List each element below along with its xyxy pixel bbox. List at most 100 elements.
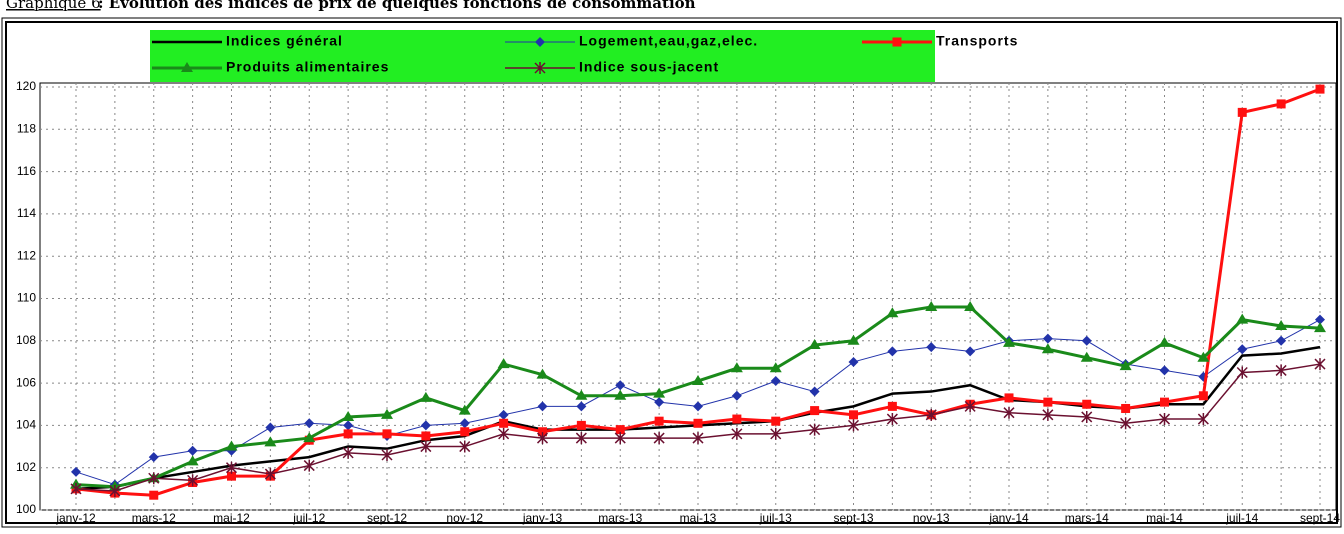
y-tick-label: 112 <box>17 248 36 262</box>
point <box>225 440 238 451</box>
y-tick-label: 100 <box>16 502 36 516</box>
point <box>770 375 781 386</box>
point <box>148 452 159 463</box>
point <box>342 446 354 459</box>
point <box>1197 351 1210 362</box>
point <box>1119 360 1132 371</box>
legend-label: Transports <box>936 33 1018 49</box>
point <box>1276 99 1286 109</box>
point <box>303 432 316 443</box>
point <box>149 490 159 500</box>
point <box>810 406 820 416</box>
point <box>731 427 743 440</box>
legend-label: Indices général <box>226 33 343 49</box>
x-tick-label: nov-12 <box>446 511 483 525</box>
point <box>459 418 470 429</box>
point <box>225 461 238 474</box>
point <box>498 409 509 420</box>
x-tick-label: janv-13 <box>522 511 563 525</box>
point <box>847 334 860 345</box>
point <box>575 389 588 400</box>
legend-marker <box>534 62 546 74</box>
x-tick-label: mai-13 <box>680 511 717 525</box>
x-tick-label: mars-12 <box>132 511 176 525</box>
point <box>1276 335 1287 346</box>
point <box>770 427 782 440</box>
chart-title: : Evolution des indices de prix de quelq… <box>98 0 696 12</box>
point <box>1158 336 1171 347</box>
point <box>1236 313 1249 324</box>
frame-outer <box>1 17 1342 528</box>
x-tick-label: juil-12 <box>292 511 325 525</box>
point <box>731 390 742 401</box>
y-tick-label: 116 <box>17 164 36 178</box>
x-tick-label: janv-12 <box>55 511 96 525</box>
point <box>809 423 821 436</box>
point <box>70 482 82 495</box>
y-tick-label: 120 <box>16 79 36 93</box>
point <box>498 427 510 440</box>
point <box>1042 333 1053 344</box>
point <box>769 362 782 373</box>
point <box>382 429 392 439</box>
point <box>537 401 548 412</box>
point <box>71 466 81 477</box>
point <box>653 432 665 445</box>
point <box>887 401 897 411</box>
point <box>187 474 199 487</box>
point <box>1121 403 1131 413</box>
point <box>1042 408 1054 421</box>
x-tick-label: nov-13 <box>913 511 950 525</box>
legend-box <box>150 30 935 82</box>
point <box>187 445 198 456</box>
x-tick-label: janv-14 <box>988 511 1029 525</box>
point <box>1082 399 1092 409</box>
x-tick-label: juil-14 <box>1225 511 1258 525</box>
point <box>536 432 549 445</box>
point <box>460 427 470 437</box>
point <box>1081 335 1092 346</box>
point <box>575 432 587 445</box>
point <box>808 339 821 350</box>
point <box>1197 413 1209 426</box>
x-tick-label: sept-12 <box>367 511 407 525</box>
x-tick-label: mars-13 <box>598 511 642 525</box>
point <box>1003 406 1015 419</box>
point <box>420 420 431 431</box>
point <box>926 342 937 353</box>
point <box>109 484 121 497</box>
point <box>964 300 977 311</box>
x-tick-label: juil-13 <box>759 511 792 525</box>
point <box>458 404 471 415</box>
point <box>732 414 742 424</box>
point <box>186 455 199 466</box>
point <box>303 459 315 472</box>
point <box>886 307 899 318</box>
point <box>615 380 626 391</box>
legend-marker <box>892 37 902 47</box>
point <box>1159 365 1170 376</box>
point <box>692 374 704 385</box>
point <box>1081 410 1093 423</box>
point <box>1160 397 1169 407</box>
legend-marker <box>181 62 193 72</box>
x-tick-label: mars-14 <box>1065 511 1109 525</box>
point <box>614 389 627 400</box>
point <box>1043 397 1053 407</box>
point <box>576 401 587 412</box>
point <box>419 391 432 402</box>
point <box>886 413 898 426</box>
point <box>304 418 315 429</box>
point <box>265 422 276 433</box>
x-tick-label: sept-13 <box>833 511 873 525</box>
point <box>536 368 549 379</box>
x-tick-label: mai-12 <box>213 511 250 525</box>
point <box>1120 417 1132 430</box>
y-tick-label: 102 <box>16 460 36 474</box>
point <box>1041 343 1054 354</box>
point <box>887 346 898 357</box>
point <box>420 440 432 453</box>
point <box>730 362 743 373</box>
point <box>1004 393 1014 403</box>
